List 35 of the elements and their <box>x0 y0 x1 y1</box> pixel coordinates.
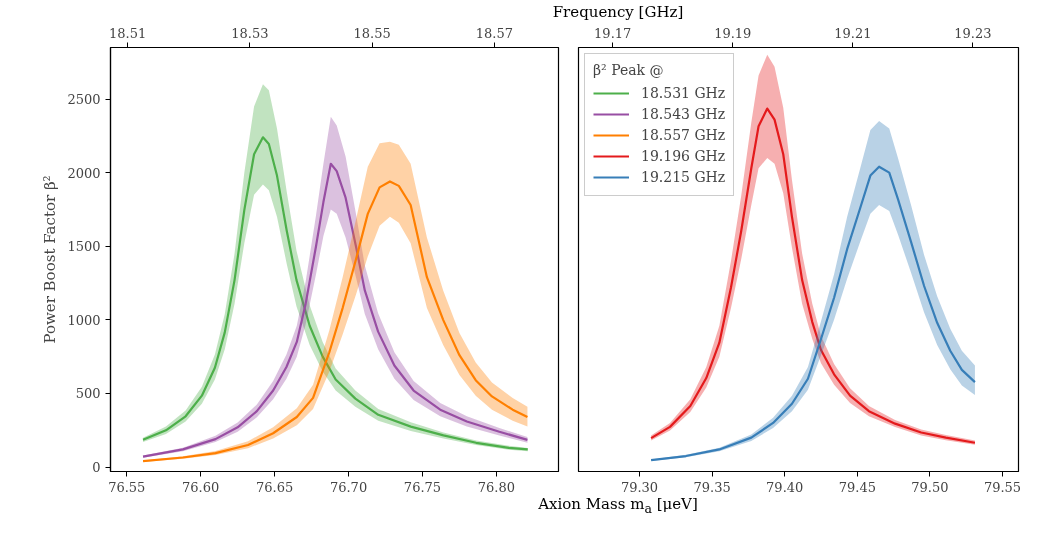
x2-tick-label: 19.19 <box>714 25 752 41</box>
x2-axis-title: Frequency [GHz] <box>552 2 684 23</box>
x-tick-label: 76.70 <box>329 479 368 495</box>
x2-tick-label: 19.21 <box>834 25 872 41</box>
y-tick-label: 1500 <box>67 239 101 255</box>
x-tick-label: 79.50 <box>911 479 949 495</box>
legend-title: β² Peak @ <box>593 62 665 78</box>
x-tick-label: 76.55 <box>108 479 146 495</box>
x-tick-label: 79.35 <box>693 479 731 495</box>
y-tick-label: 2500 <box>67 92 101 108</box>
x-tick-label: 79.45 <box>838 479 876 495</box>
x-tick-label: 76.80 <box>477 479 516 495</box>
x2-tick-label: 19.23 <box>954 25 992 41</box>
x-tick-label: 76.65 <box>256 479 294 495</box>
y-tick-label: 0 <box>92 460 101 476</box>
legend-label: 19.196 GHz <box>641 148 726 164</box>
y-axis-title: Power Boost Factor β² <box>41 175 60 344</box>
x-tick-label: 76.60 <box>182 479 220 495</box>
x-axis-title: Axion Mass m$_{a}$ [μeV] <box>538 494 698 518</box>
x2-tick-label: 18.55 <box>353 25 391 41</box>
y-tick-label: 500 <box>75 386 101 402</box>
x-tick-label: 79.30 <box>620 479 659 495</box>
legend-label: 18.531 GHz <box>641 85 726 101</box>
legend-label: 18.557 GHz <box>641 127 726 143</box>
y-tick-label: 2000 <box>67 165 101 181</box>
x2-tick-label: 19.17 <box>594 25 632 41</box>
legend-label: 19.215 GHz <box>641 169 726 185</box>
x2-tick-label: 18.57 <box>475 25 513 41</box>
y-tick-label: 1000 <box>67 312 101 328</box>
x2-tick-label: 18.53 <box>231 25 269 41</box>
x-tick-label: 76.75 <box>403 479 442 495</box>
x-tick-label: 79.40 <box>766 479 804 495</box>
legend-label: 18.543 GHz <box>641 106 726 122</box>
x-tick-label: 79.55 <box>983 479 1022 495</box>
x2-tick-label: 18.51 <box>109 25 147 41</box>
